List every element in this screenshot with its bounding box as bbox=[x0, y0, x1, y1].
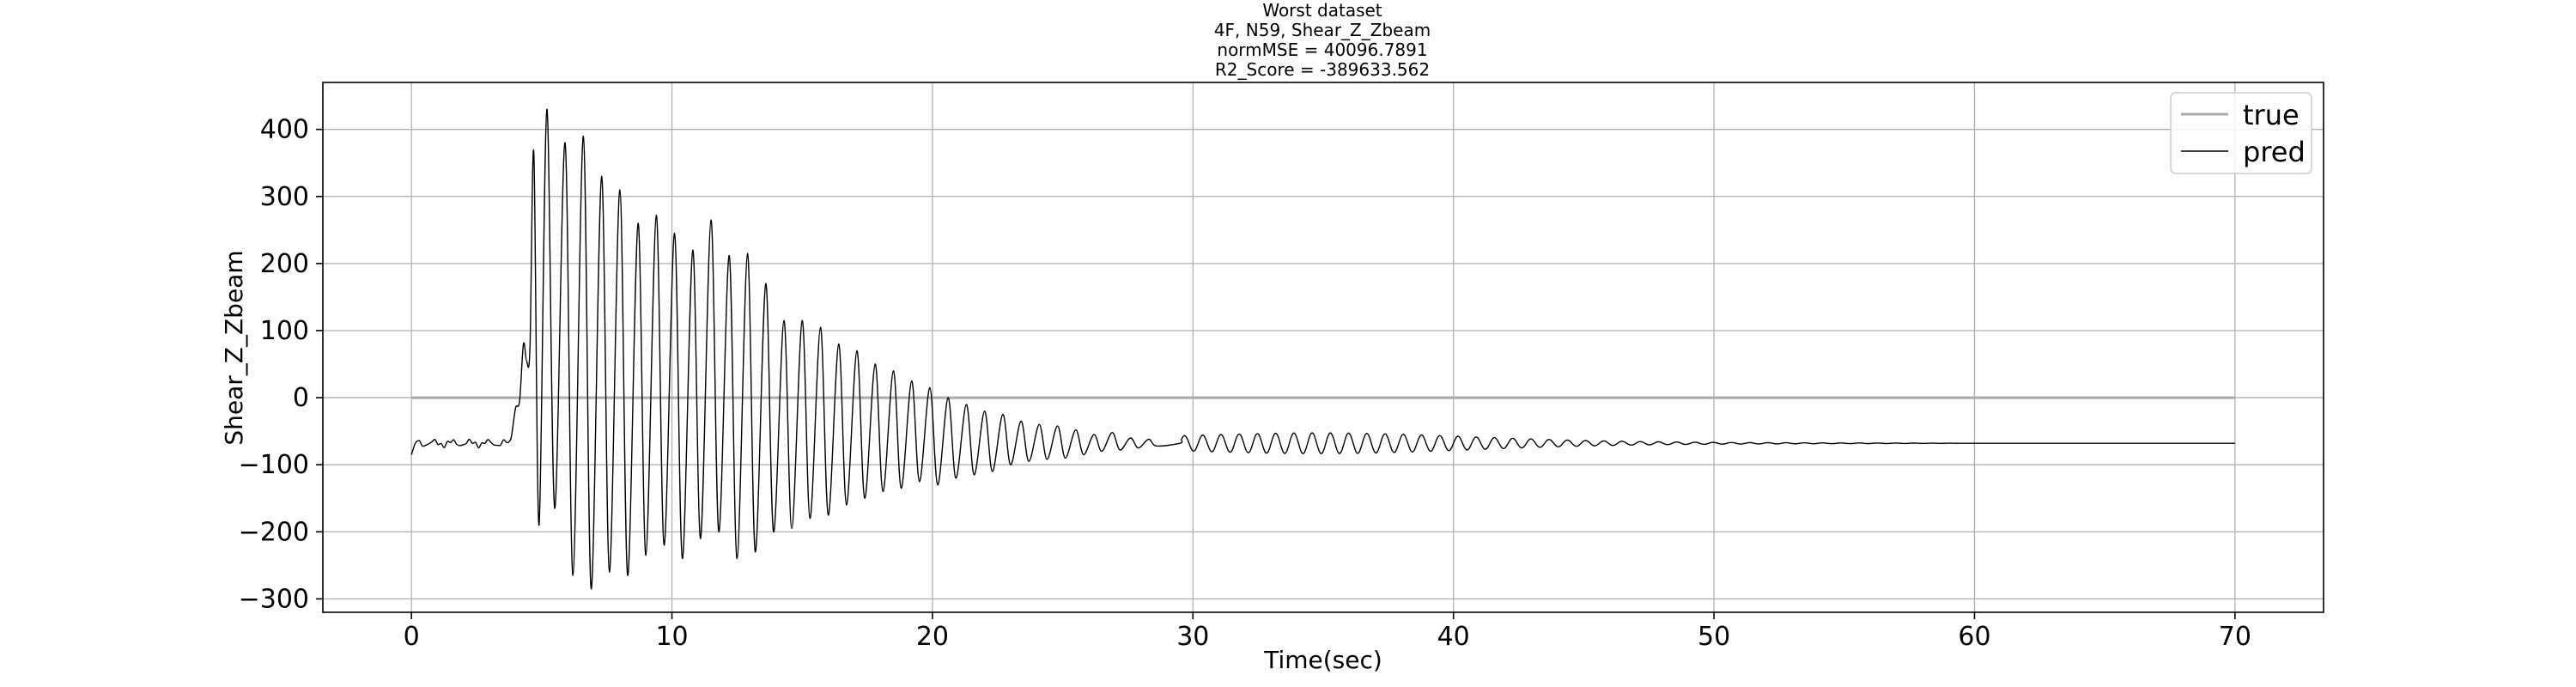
y-tick-label: 100 bbox=[260, 316, 309, 346]
y-tick-label: −100 bbox=[239, 450, 309, 480]
y-axis-label: Shear_Z_Zbeam bbox=[220, 250, 248, 445]
title-line-4: R2_Score = -389633.562 bbox=[1215, 59, 1430, 80]
y-tick-label: 200 bbox=[260, 249, 309, 279]
x-tick-label: 50 bbox=[1698, 622, 1730, 652]
legend-label-pred: pred bbox=[2243, 136, 2306, 168]
title-line-1: Worst dataset bbox=[1262, 0, 1382, 21]
legend-label-true: true bbox=[2243, 99, 2300, 131]
y-tick-label: 300 bbox=[260, 182, 309, 212]
axis-ticks: 0 10 20 30 40 50 60 70 −300 −200 −100 0 100 200 300 400 bbox=[239, 115, 2251, 652]
x-tick-label: 70 bbox=[2219, 622, 2251, 652]
plot-frame bbox=[322, 82, 2324, 613]
legend: true pred bbox=[2170, 92, 2312, 174]
title-line-3: normMSE = 40096.7891 bbox=[1217, 40, 1427, 60]
series-pred-line bbox=[410, 108, 2235, 590]
x-tick-label: 60 bbox=[1958, 622, 1990, 652]
chart-title: Worst dataset 4F, N59, Shear_Z_Zbeam nor… bbox=[1214, 0, 1431, 80]
x-tick-label: 0 bbox=[404, 622, 420, 652]
x-tick-label: 10 bbox=[655, 622, 688, 652]
x-axis-label: Time(sec) bbox=[1263, 646, 1382, 674]
x-tick-label: 40 bbox=[1437, 622, 1470, 652]
y-tick-label: 400 bbox=[260, 115, 309, 145]
x-tick-label: 20 bbox=[916, 622, 949, 652]
plot-series bbox=[410, 108, 2235, 590]
y-tick-label: −300 bbox=[239, 584, 309, 614]
title-line-2: 4F, N59, Shear_Z_Zbeam bbox=[1214, 20, 1431, 40]
x-tick-label: 30 bbox=[1176, 622, 1209, 652]
y-tick-label: 0 bbox=[293, 383, 309, 413]
y-tick-label: −200 bbox=[239, 517, 309, 547]
